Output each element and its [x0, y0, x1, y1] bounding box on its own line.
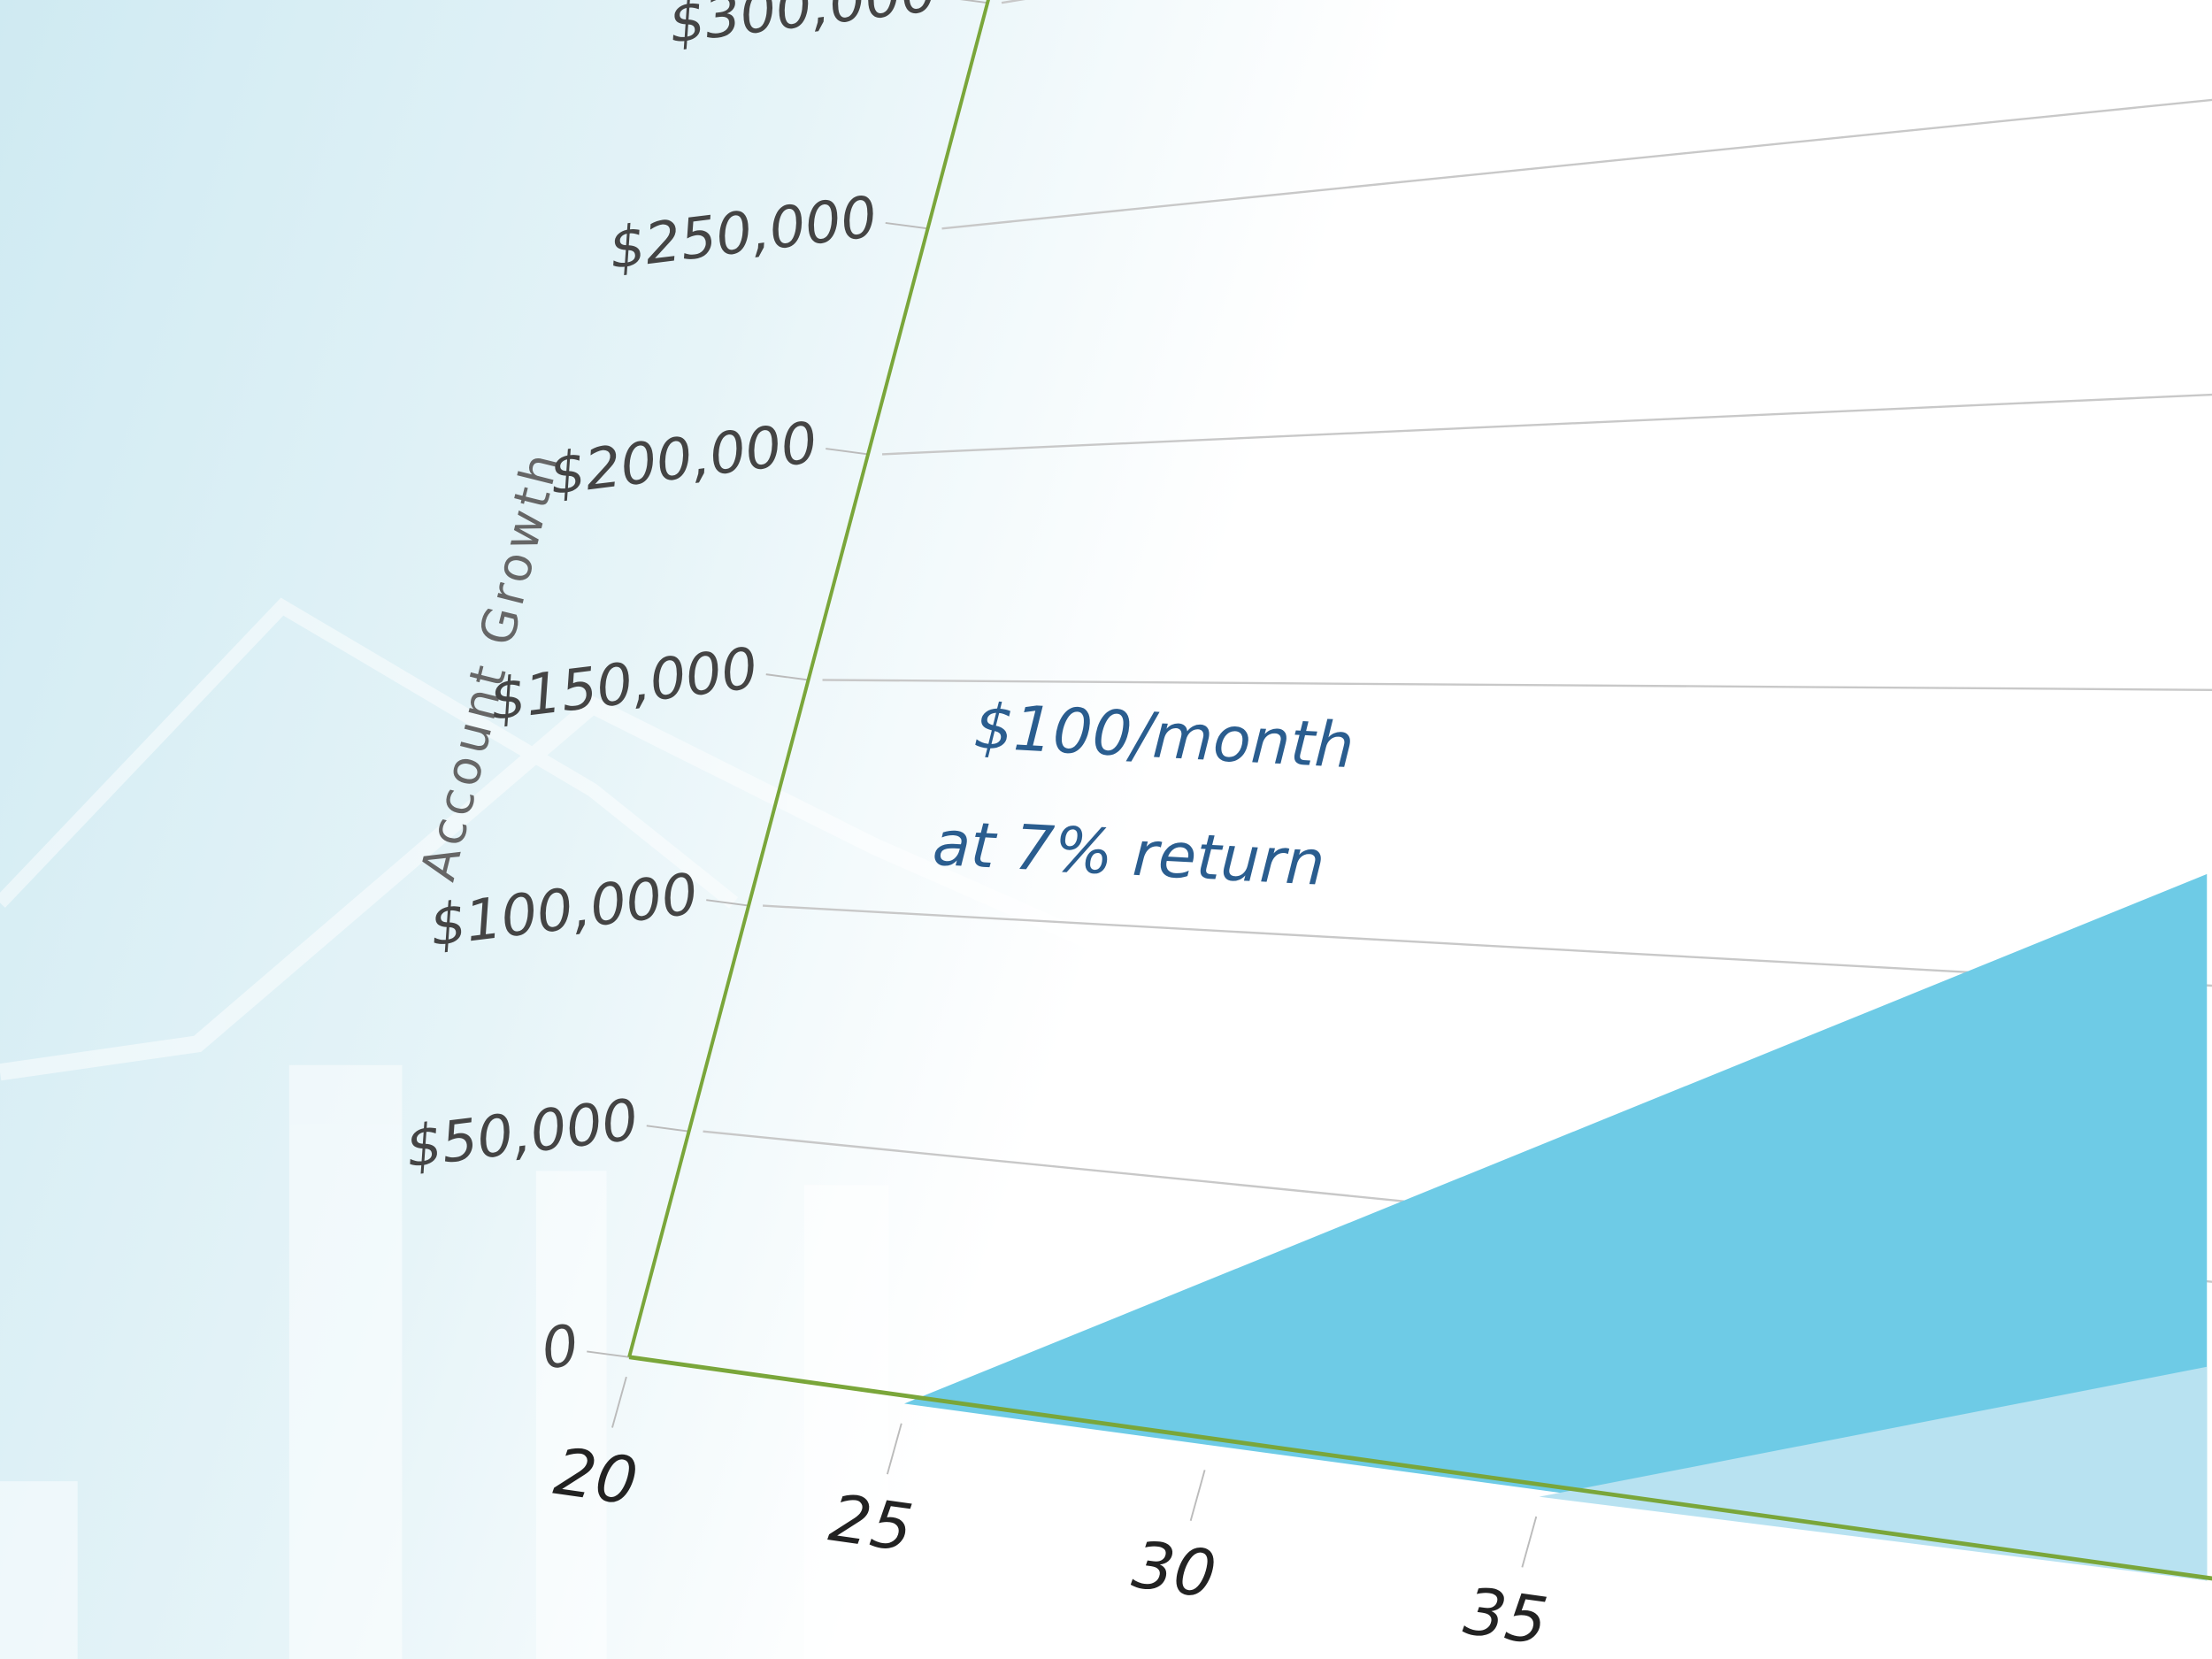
- grid-line: [881, 393, 2212, 456]
- decoration: [0, 459, 1671, 1659]
- grid-line: [822, 679, 2212, 691]
- y-axis: [627, 0, 990, 1358]
- y-tick: [959, 0, 988, 4]
- x-tick: [611, 1376, 627, 1428]
- y-tick: [646, 1125, 689, 1133]
- x-tick-label: 25: [825, 1481, 917, 1567]
- grid-line: [941, 98, 2212, 230]
- y-tick: [765, 673, 809, 681]
- x-axis: [628, 1355, 2212, 1581]
- y-tick: [587, 1350, 630, 1358]
- y-tick: [826, 448, 869, 456]
- x-tick: [886, 1423, 902, 1475]
- x-tick-label: 20: [549, 1434, 641, 1520]
- y-tick: [885, 221, 928, 230]
- x-tick-label: 30: [1128, 1527, 1220, 1613]
- y-tick: [706, 899, 749, 907]
- y-tick-label: 0: [538, 1313, 581, 1382]
- area: [1539, 1366, 2208, 1581]
- x-tick-label: 35: [1460, 1574, 1552, 1659]
- x-tick: [1189, 1470, 1206, 1522]
- x-tick: [1521, 1516, 1538, 1568]
- area: [904, 873, 2208, 1581]
